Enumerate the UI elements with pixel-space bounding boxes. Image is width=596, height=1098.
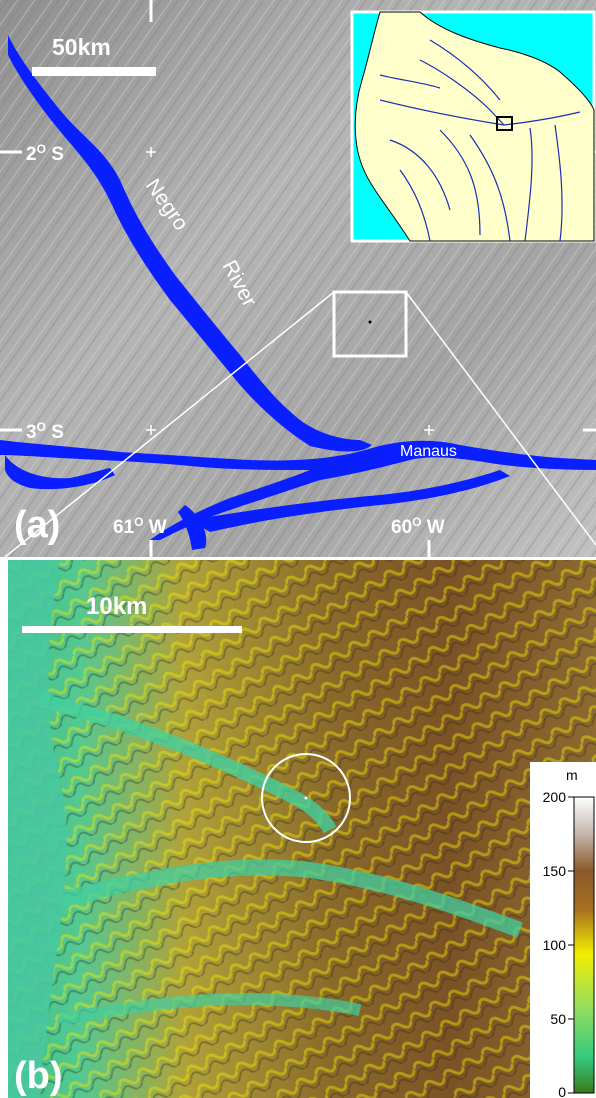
inset-rivers: [379, 39, 581, 242]
valley-branch-1: [38, 693, 337, 834]
amazon-river: [0, 440, 596, 540]
colorbar-ticks: [568, 796, 574, 1094]
lat-label-3s: 3O S: [26, 420, 64, 443]
colorbar-gradient: [573, 796, 595, 1094]
scale-bar-b: [22, 626, 242, 633]
colorbar-unit: m: [566, 767, 578, 783]
valley-west: [8, 560, 67, 1098]
colorbar-tick-0: 0: [558, 1084, 566, 1098]
lat-label-2s: 2O S: [26, 142, 64, 165]
colorbar-tick-50: 50: [550, 1011, 566, 1027]
valley-branch-2: [58, 859, 523, 938]
grid-crosses: [146, 147, 434, 435]
colorbar-tick-100: 100: [543, 937, 567, 953]
valley-branch-3: [58, 993, 362, 1026]
inset-locator-box: [496, 116, 513, 131]
panel-b-label: (b): [14, 1055, 63, 1097]
zoom-box: [332, 290, 408, 358]
lon-label-61w: 61O W: [113, 515, 167, 538]
panel-b: 10km m 200 150 100 50 0 (b): [8, 560, 596, 1098]
panel-a: 50km 2O S 3O S 61O W 60O W Negro River M…: [0, 0, 596, 558]
panel-divider: [0, 557, 596, 560]
study-site-point: [304, 796, 308, 800]
colorbar-tick-150: 150: [543, 863, 567, 879]
scale-bar-a-label: 50km: [52, 34, 111, 60]
lower-channel: [190, 470, 510, 532]
study-site-circle: [261, 753, 351, 843]
city-label-manaus: Manaus: [400, 443, 457, 460]
site-point-a: [368, 320, 372, 324]
zoom-line-right: [405, 291, 596, 546]
zoom-line-left: [4, 291, 335, 558]
inset-map: [350, 10, 596, 243]
colorbar: m 200 150 100 50 0: [530, 762, 596, 1098]
lake-west: [5, 455, 115, 490]
lon-label-60w: 60O W: [391, 515, 445, 538]
panel-a-label: (a): [14, 504, 60, 546]
scale-bar-a: [32, 67, 156, 76]
lake-south: [178, 505, 207, 550]
scale-bar-b-label: 10km: [86, 593, 147, 620]
inset-landmass: [354, 11, 595, 242]
colorbar-tick-200: 200: [543, 789, 567, 805]
